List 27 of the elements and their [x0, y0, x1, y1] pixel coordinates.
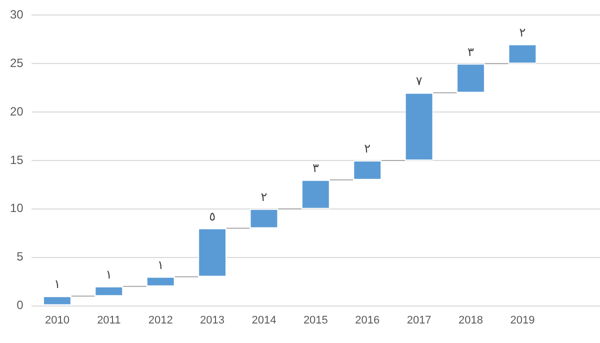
y-tick-label: 10 — [10, 201, 24, 216]
data-label: ٧ — [416, 74, 423, 88]
x-tick-label: 2011 — [97, 314, 121, 326]
x-tick-label: 2012 — [148, 314, 173, 326]
data-label: ٢ — [260, 190, 268, 204]
y-tick-label: 5 — [16, 250, 24, 264]
data-label: ١ — [54, 277, 60, 292]
x-tick-label: 2016 — [355, 314, 380, 326]
data-label: ٣ — [312, 161, 320, 175]
data-label: ١ — [157, 258, 164, 272]
data-label: ٢ — [364, 142, 371, 156]
x-tick-label: 2010 — [44, 314, 70, 326]
data-label: ٣ — [468, 44, 475, 59]
y-tick-label: 25 — [10, 56, 24, 70]
x-tick-label: 2018 — [458, 314, 484, 326]
data-label: ٥ — [209, 209, 216, 224]
x-tick-label: 2019 — [510, 314, 535, 326]
x-tick-label: 2015 — [303, 314, 328, 326]
y-tick-label: 20 — [10, 104, 24, 118]
y-tick-label: 30 — [10, 8, 24, 22]
y-tick-label: 0 — [16, 298, 24, 312]
x-tick-label: 2017 — [406, 314, 432, 326]
x-tick-label: 2013 — [200, 314, 225, 326]
y-tick-label: 15 — [10, 152, 24, 167]
x-tick-label: 2014 — [252, 314, 276, 326]
data-label: ١ — [106, 268, 112, 282]
data-label: ٢ — [519, 25, 526, 40]
